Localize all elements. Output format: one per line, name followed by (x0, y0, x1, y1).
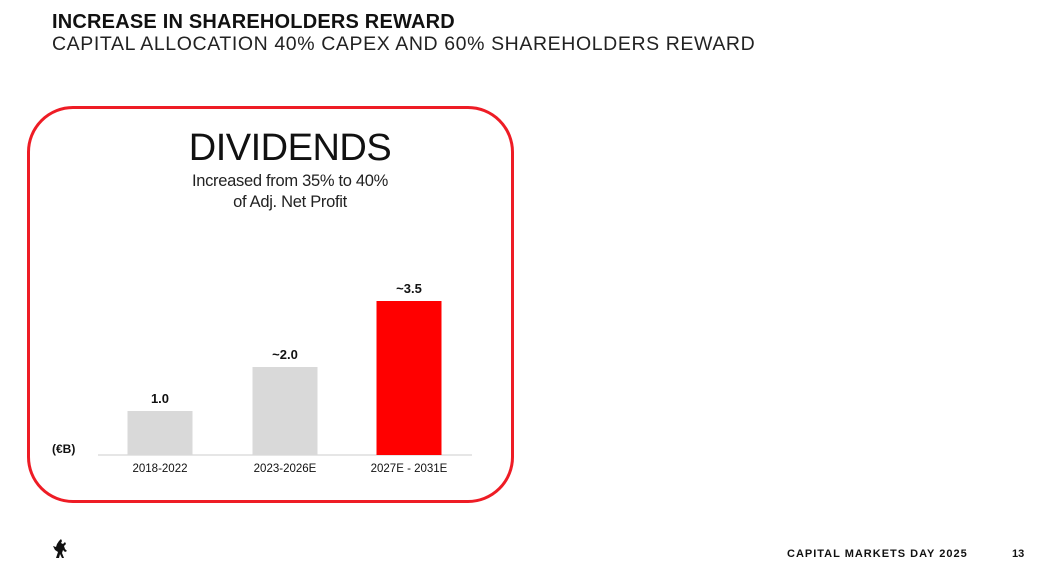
page-subtitle: CAPITAL ALLOCATION 40% CAPEX AND 60% SHA… (52, 33, 756, 55)
card-subtitle-line2: of Adj. Net Profit (233, 193, 347, 211)
page-number: 13 (1012, 548, 1025, 560)
page-title: INCREASE IN SHAREHOLDERS REWARD (52, 11, 455, 33)
unit-label: (€B) (52, 442, 75, 456)
value-label-1: 1.0 (151, 391, 169, 406)
category-label-1: 2018-2022 (133, 463, 188, 475)
footer-event-label: CAPITAL MARKETS DAY 2025 (787, 548, 968, 560)
card-title: DIVIDENDS (188, 127, 392, 169)
category-label-2: 2023-2026E (254, 463, 317, 475)
category-label-3: 2027E - 2031E (371, 463, 448, 475)
card-subtitle-line1: Increased from 35% to 40% (191, 172, 389, 190)
value-label-3: ~3.5 (396, 281, 422, 296)
bar-1 (127, 411, 193, 455)
bar-3 (376, 301, 442, 455)
bar-2 (252, 367, 318, 455)
value-label-2: ~2.0 (272, 347, 298, 362)
dividends-card (27, 106, 514, 503)
prancing-horse-icon (50, 538, 70, 565)
